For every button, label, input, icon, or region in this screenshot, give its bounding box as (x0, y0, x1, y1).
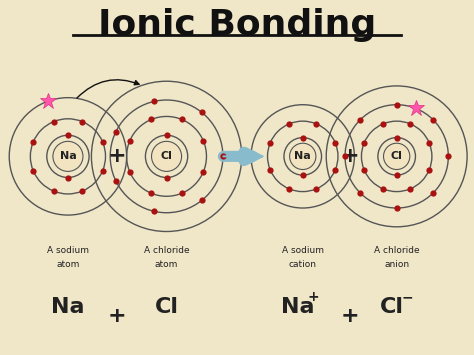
Text: −: − (401, 290, 413, 304)
Text: Ionic Bonding: Ionic Bonding (98, 8, 376, 42)
Text: Cl: Cl (161, 151, 173, 162)
Circle shape (290, 143, 316, 170)
Text: atom: atom (155, 260, 178, 269)
Text: +: + (108, 306, 127, 326)
Circle shape (53, 141, 83, 171)
Text: Na: Na (51, 297, 85, 317)
Text: Cl: Cl (391, 151, 402, 162)
Text: A sodium: A sodium (282, 246, 324, 255)
Text: cation: cation (289, 260, 317, 269)
Text: Na: Na (294, 151, 311, 162)
Text: +: + (340, 146, 359, 166)
Circle shape (152, 141, 182, 171)
Text: Na: Na (281, 297, 315, 317)
Text: +: + (108, 146, 127, 166)
Text: Cl: Cl (380, 297, 404, 317)
FancyArrowPatch shape (223, 151, 263, 162)
Text: Cl: Cl (155, 297, 179, 317)
Text: Na: Na (60, 151, 76, 162)
Text: A chloride: A chloride (374, 246, 419, 255)
Text: A chloride: A chloride (144, 246, 190, 255)
Text: +: + (340, 306, 359, 326)
Text: +: + (307, 290, 319, 304)
Text: A sodium: A sodium (47, 246, 89, 255)
Text: atom: atom (56, 260, 80, 269)
Text: anion: anion (384, 260, 409, 269)
FancyArrowPatch shape (77, 80, 139, 98)
Circle shape (383, 143, 410, 170)
